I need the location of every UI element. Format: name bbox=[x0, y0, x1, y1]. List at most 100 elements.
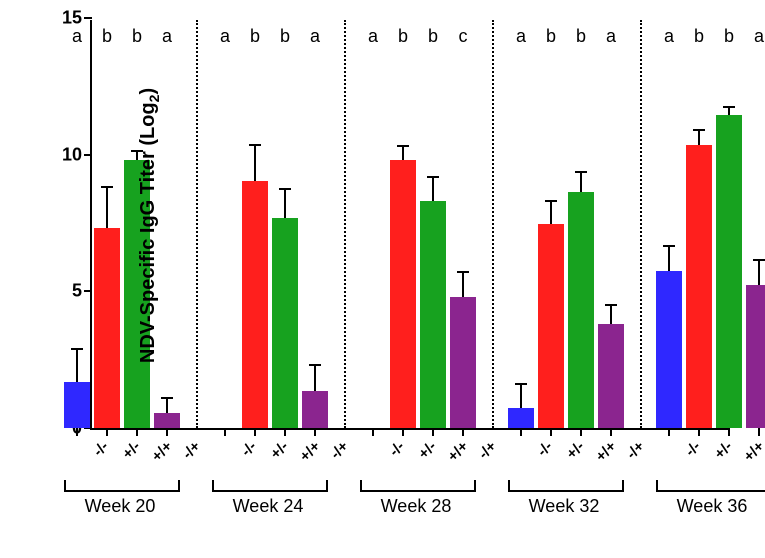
y-axis-label: NDV-Specific IgG Titer (Log2) bbox=[137, 88, 162, 363]
x-tick-label: -/+ bbox=[317, 428, 352, 463]
x-tick-label: +/+ bbox=[435, 428, 472, 465]
significance-letter: a bbox=[754, 26, 764, 47]
bar bbox=[302, 391, 328, 428]
group-bracket bbox=[360, 480, 476, 492]
error-bar-stem bbox=[254, 145, 256, 181]
bar bbox=[390, 160, 416, 428]
x-tick-mark bbox=[698, 428, 700, 436]
group-label: Week 32 bbox=[529, 496, 600, 517]
significance-letter: a bbox=[310, 26, 320, 47]
error-bar-cap bbox=[575, 171, 587, 173]
bar bbox=[598, 324, 624, 428]
significance-letter: b bbox=[102, 26, 112, 47]
error-bar-cap bbox=[279, 188, 291, 190]
x-tick-mark bbox=[728, 428, 730, 436]
error-bar-stem bbox=[462, 272, 464, 297]
error-bar-cap bbox=[397, 145, 409, 147]
error-bar-cap bbox=[309, 364, 321, 366]
x-tick-mark bbox=[224, 428, 226, 436]
x-tick-mark bbox=[580, 428, 582, 436]
bar bbox=[154, 413, 180, 428]
y-tick-mark bbox=[84, 154, 92, 156]
group-label: Week 28 bbox=[381, 496, 452, 517]
x-tick-label: -/+ bbox=[613, 428, 648, 463]
error-bar-cap bbox=[427, 176, 439, 178]
bar bbox=[746, 285, 765, 429]
significance-letter: b bbox=[724, 26, 734, 47]
error-bar-stem bbox=[668, 246, 670, 271]
error-bar-cap bbox=[457, 271, 469, 273]
error-bar-stem bbox=[432, 177, 434, 202]
x-tick-mark bbox=[106, 428, 108, 436]
error-bar-cap bbox=[545, 200, 557, 202]
x-tick-mark bbox=[550, 428, 552, 436]
error-bar-stem bbox=[314, 365, 316, 391]
bar bbox=[450, 297, 476, 428]
error-bar-stem bbox=[402, 146, 404, 160]
error-bar-cap bbox=[249, 144, 261, 146]
bar bbox=[64, 382, 90, 428]
bar bbox=[716, 115, 742, 428]
group-separator bbox=[344, 20, 346, 428]
x-tick-mark bbox=[610, 428, 612, 436]
error-bar-cap bbox=[693, 129, 705, 131]
x-tick-mark bbox=[462, 428, 464, 436]
x-tick-label: +/- bbox=[109, 428, 144, 463]
bar bbox=[420, 201, 446, 428]
bar bbox=[568, 192, 594, 428]
significance-letter: a bbox=[516, 26, 526, 47]
group-label: Week 20 bbox=[85, 496, 156, 517]
group-bracket bbox=[656, 480, 765, 492]
group-separator bbox=[492, 20, 494, 428]
error-bar-cap bbox=[753, 259, 765, 261]
error-bar-cap bbox=[161, 397, 173, 399]
x-tick-label: +/- bbox=[257, 428, 292, 463]
bar bbox=[656, 271, 682, 428]
group-bracket bbox=[64, 480, 180, 492]
bar bbox=[272, 218, 298, 428]
significance-letter: c bbox=[459, 26, 468, 47]
x-tick-mark bbox=[254, 428, 256, 436]
significance-letter: a bbox=[72, 26, 82, 47]
error-bar-cap bbox=[605, 304, 617, 306]
error-bar-stem bbox=[166, 398, 168, 413]
x-tick-label: +/- bbox=[701, 428, 736, 463]
x-tick-mark bbox=[284, 428, 286, 436]
significance-letter: b bbox=[132, 26, 142, 47]
x-tick-mark bbox=[314, 428, 316, 436]
error-bar-stem bbox=[758, 260, 760, 285]
x-tick-mark bbox=[758, 428, 760, 436]
x-tick-label: +/- bbox=[553, 428, 588, 463]
significance-letter: a bbox=[664, 26, 674, 47]
error-bar-stem bbox=[698, 130, 700, 145]
error-bar-cap bbox=[663, 245, 675, 247]
x-tick-label: +/- bbox=[405, 428, 440, 463]
x-tick-mark bbox=[136, 428, 138, 436]
group-label: Week 24 bbox=[233, 496, 304, 517]
error-bar-stem bbox=[610, 305, 612, 324]
bar bbox=[242, 181, 268, 428]
x-tick-mark bbox=[520, 428, 522, 436]
error-bar-stem bbox=[580, 172, 582, 191]
significance-letter: b bbox=[546, 26, 556, 47]
plot-area: 051015a-/-b+/-b+/+a-/+a-/-b+/-b+/+a-/+a-… bbox=[90, 20, 730, 430]
significance-letter: b bbox=[576, 26, 586, 47]
x-tick-label: -/+ bbox=[465, 428, 500, 463]
y-tick-mark bbox=[84, 17, 92, 19]
group-bracket bbox=[212, 480, 328, 492]
error-bar-stem bbox=[550, 201, 552, 224]
significance-letter: b bbox=[280, 26, 290, 47]
group-label: Week 36 bbox=[677, 496, 748, 517]
significance-letter: a bbox=[162, 26, 172, 47]
bar bbox=[538, 224, 564, 428]
significance-letter: b bbox=[694, 26, 704, 47]
error-bar-stem bbox=[106, 187, 108, 228]
group-separator bbox=[640, 20, 642, 428]
x-tick-mark bbox=[76, 428, 78, 436]
group-bracket bbox=[508, 480, 624, 492]
bar bbox=[686, 145, 712, 428]
error-bar-cap bbox=[515, 383, 527, 385]
y-tick-mark bbox=[84, 290, 92, 292]
x-tick-mark bbox=[372, 428, 374, 436]
error-bar-stem bbox=[284, 189, 286, 218]
